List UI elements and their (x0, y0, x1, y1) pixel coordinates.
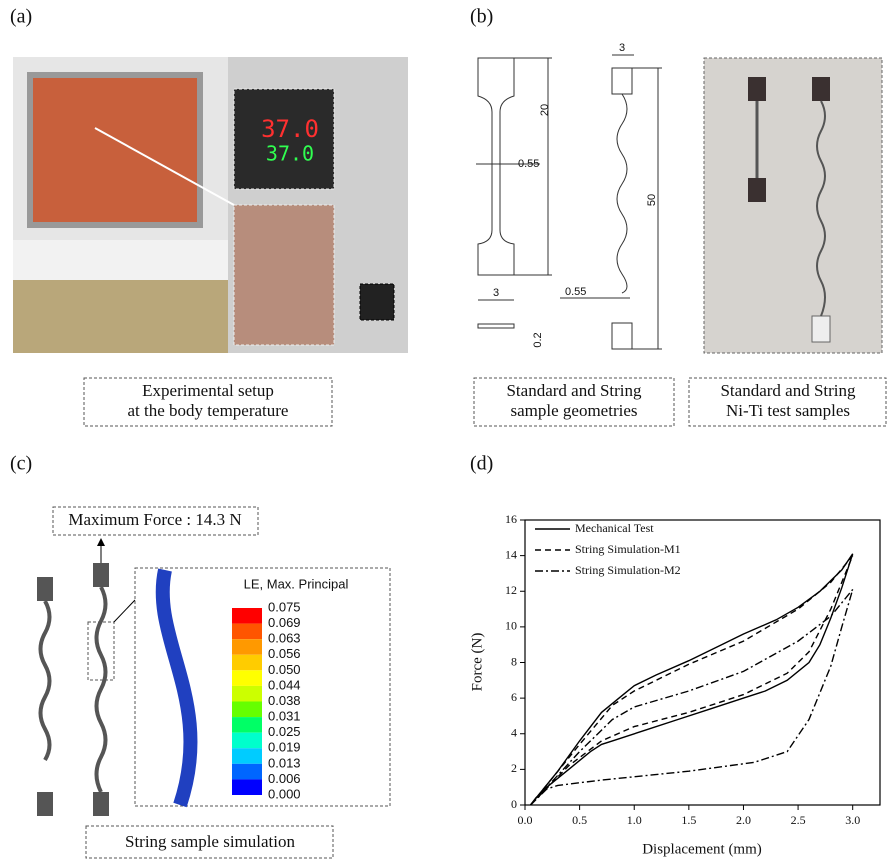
y-tick-label: 6 (511, 690, 517, 704)
colorbar-swatch (232, 733, 262, 749)
colorbar-label: 0.075 (268, 599, 301, 614)
colorbar-label: 0.000 (268, 786, 301, 801)
series-line (531, 590, 853, 806)
colorbar-label: 0.056 (268, 646, 301, 661)
x-tick-label: 2.0 (736, 813, 751, 827)
caption: String sample simulation (125, 832, 295, 851)
x-tick-label: 0.0 (518, 813, 533, 827)
y-tick-label: 16 (505, 512, 517, 526)
colorbar-label: 0.069 (268, 615, 301, 630)
colorbar-swatch (232, 655, 262, 671)
series-line (531, 554, 853, 805)
colorbar-label: 0.038 (268, 693, 301, 708)
colorbar-swatch (232, 717, 262, 733)
series-line (531, 556, 853, 805)
colorbar-label: 0.013 (268, 755, 301, 770)
setup-photo: 37.0 37.0 (13, 57, 408, 353)
y-tick-label: 12 (505, 583, 517, 597)
y-tick-label: 10 (505, 619, 517, 633)
colorbar-swatch (232, 639, 262, 655)
x-tick-label: 3.0 (845, 813, 860, 827)
caption: Experimental setup (142, 381, 274, 400)
display-reading: 37.0 (266, 142, 314, 166)
colorbar-swatch (232, 670, 262, 686)
dimension: 3 (493, 287, 499, 299)
y-tick-label: 2 (511, 761, 517, 775)
geometry-drawing (476, 55, 662, 349)
colorbar-swatch (232, 624, 262, 640)
dimension: 0.2 (532, 332, 544, 347)
caption: Standard and String (720, 381, 856, 400)
legend-label: String Simulation-M2 (575, 563, 681, 577)
colorbar-title: LE, Max. Principal (244, 576, 349, 591)
y-tick-label: 0 (511, 797, 517, 811)
dimension: 3 (619, 42, 625, 54)
legend-label: String Simulation-M1 (575, 542, 681, 556)
x-tick-label: 1.0 (627, 813, 642, 827)
colorbar-label: 0.050 (268, 662, 301, 677)
x-tick-label: 2.5 (791, 813, 806, 827)
y-tick-label: 8 (511, 654, 517, 668)
caption: sample geometries (511, 401, 638, 420)
colorbar-label: 0.025 (268, 724, 301, 739)
dimension: 0.55 (565, 286, 586, 298)
colorbar-label: 0.031 (268, 709, 301, 724)
colorbar-swatch (232, 764, 262, 780)
colorbar-label: 0.044 (268, 677, 301, 692)
figure: (a) 37.0 37.0 Experimental setup at the … (0, 0, 888, 861)
annotation: Maximum Force : 14.3 N (68, 510, 241, 529)
display-reading: 37.0 (261, 115, 319, 143)
caption: Standard and String (506, 381, 642, 400)
samples-photo (704, 58, 882, 353)
panel-label: (d) (470, 453, 493, 475)
panel-label: (b) (470, 6, 493, 28)
colorbar-swatch (232, 686, 262, 702)
panel-label: (c) (10, 453, 32, 475)
panel-label: (a) (10, 6, 32, 28)
y-axis-label: Force (N) (469, 633, 485, 692)
legend-label: Mechanical Test (575, 521, 654, 535)
colorbar-swatch (232, 779, 262, 795)
colorbar-swatch (232, 702, 262, 718)
dimension: 20 (539, 104, 551, 116)
x-tick-label: 0.5 (572, 813, 587, 827)
colorbar: 0.0750.0690.0630.0560.0500.0440.0380.031… (232, 599, 301, 801)
y-tick-label: 4 (511, 726, 517, 740)
colorbar-label: 0.063 (268, 631, 301, 646)
y-tick-label: 14 (505, 547, 517, 561)
dimension: 0.55 (518, 158, 539, 170)
colorbar-swatch (232, 748, 262, 764)
dimension: 50 (646, 194, 658, 206)
colorbar-label: 0.019 (268, 740, 301, 755)
x-axis-label: Displacement (mm) (642, 841, 762, 857)
caption: at the body temperature (128, 401, 289, 420)
colorbar-swatch (232, 608, 262, 624)
caption: Ni-Ti test samples (726, 401, 850, 420)
x-tick-label: 1.5 (681, 813, 696, 827)
colorbar-label: 0.006 (268, 771, 301, 786)
